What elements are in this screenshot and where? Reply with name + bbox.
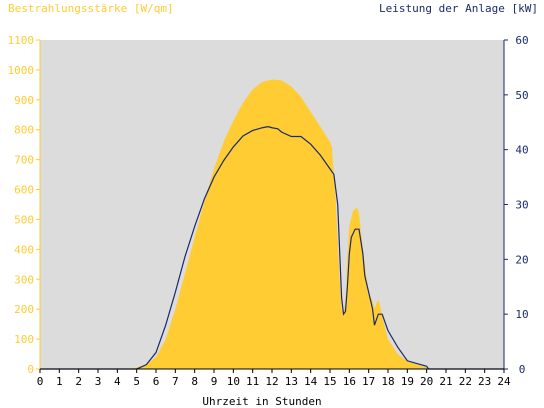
left-tick-label: 0	[27, 363, 34, 376]
x-tick-label: 3	[95, 375, 102, 388]
x-tick-label: 7	[172, 375, 179, 388]
x-tick-label: 20	[420, 375, 433, 388]
x-ticks-layer: 0 1 2 3 4 5 6 7 8 9 10 11 12 13 14 15 16 17 18 19 20 21 22 23 24	[37, 369, 511, 388]
right-tick-label: 20	[515, 253, 528, 266]
x-tick-label: 17	[362, 375, 375, 388]
x-tick-label: 8	[191, 375, 198, 388]
right-tick-label: 0	[519, 363, 526, 376]
x-tick-label: 6	[153, 375, 160, 388]
x-tick-label: 11	[246, 375, 259, 388]
left-tick-label: 100	[14, 333, 34, 346]
x-tick-label: 13	[285, 375, 298, 388]
x-tick-label: 1	[56, 375, 63, 388]
x-tick-label: 4	[114, 375, 121, 388]
left-tick-label: 200	[14, 303, 34, 316]
x-tick-label: 9	[211, 375, 218, 388]
x-tick-label: 2	[75, 375, 82, 388]
x-tick-label: 12	[265, 375, 278, 388]
left-tick-label: 600	[14, 184, 34, 197]
right-tick-label: 30	[515, 199, 528, 212]
x-tick-label: 19	[401, 375, 414, 388]
right-axis-title: Leistung der Anlage [kW]	[379, 2, 538, 15]
left-tick-label: 400	[14, 243, 34, 256]
x-tick-label: 10	[227, 375, 240, 388]
left-tick-label: 500	[14, 213, 34, 226]
x-tick-label: 22	[459, 375, 472, 388]
x-tick-label: 18	[381, 375, 394, 388]
left-tick-label: 1100	[8, 34, 35, 47]
right-tick-label: 60	[515, 34, 528, 47]
left-tick-label: 900	[14, 94, 34, 107]
right-ticks-layer: 0 10 20 30 40 50 60	[504, 34, 529, 376]
left-axis-title: Bestrahlungsstärke [W/qm]	[8, 2, 174, 15]
x-tick-label: 23	[478, 375, 491, 388]
right-tick-label: 10	[515, 308, 528, 321]
x-axis-title: Uhrzeit in Stunden	[202, 395, 321, 408]
left-tick-label: 800	[14, 124, 34, 137]
x-tick-label: 14	[304, 375, 318, 388]
x-tick-label: 0	[37, 375, 44, 388]
left-ticks-layer: 0 100 200 300 400 500 600 700 800 900 1000 1100	[8, 34, 41, 376]
left-tick-label: 1000	[8, 64, 35, 77]
right-tick-label: 40	[515, 144, 528, 157]
left-tick-label: 300	[14, 273, 34, 286]
x-tick-label: 16	[343, 375, 356, 388]
x-tick-label: 15	[323, 375, 336, 388]
right-tick-label: 50	[515, 89, 528, 102]
x-tick-label: 5	[133, 375, 140, 388]
x-tick-label: 24	[497, 375, 511, 388]
left-tick-label: 700	[14, 154, 34, 167]
x-tick-label: 21	[439, 375, 452, 388]
